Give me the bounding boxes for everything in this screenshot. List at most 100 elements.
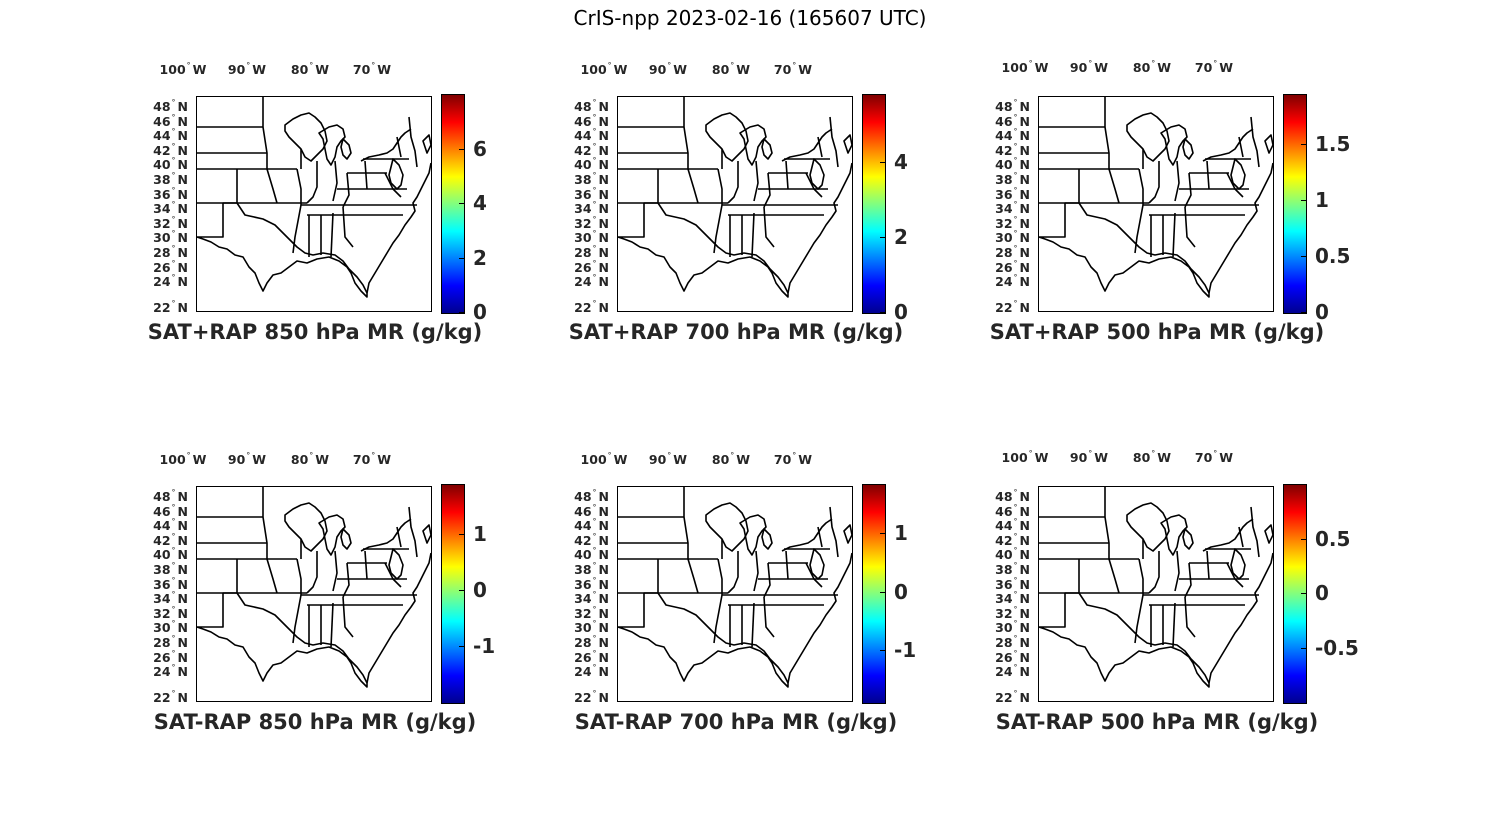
latitude-label: 30° N bbox=[153, 229, 188, 246]
colorbar-tick-label: -0.5 bbox=[1315, 635, 1359, 660]
figure-title: CrIS-npp 2023-02-16 (165607 UTC) bbox=[573, 6, 927, 30]
latitude-label: 40° N bbox=[574, 156, 609, 173]
boundary-line bbox=[1208, 552, 1273, 684]
boundary-line bbox=[739, 514, 767, 556]
boundary-line bbox=[292, 558, 302, 644]
longitude-label: 90° W bbox=[648, 61, 688, 77]
colorbar bbox=[441, 484, 465, 704]
boundary-line bbox=[1264, 134, 1273, 154]
colorbar bbox=[862, 94, 886, 314]
boundary-line bbox=[753, 160, 759, 202]
boundary-line bbox=[342, 596, 354, 638]
latitude-label: 34° N bbox=[995, 200, 1030, 217]
latitude-label: 26° N bbox=[574, 258, 609, 275]
latitude-label: 48° N bbox=[995, 488, 1030, 504]
latitude-label: 24° N bbox=[153, 273, 188, 290]
boundary-line bbox=[805, 562, 823, 588]
map-panel: 100° W 90° W 80° W 70° W 48° N 46° N 44° N 42° N 40° N 38°… bbox=[140, 60, 560, 360]
boundary-line bbox=[618, 202, 789, 298]
boundary-line bbox=[1238, 526, 1244, 548]
latitude-label: 24° N bbox=[995, 663, 1030, 680]
boundary-line bbox=[306, 161, 318, 204]
boundary-line bbox=[787, 552, 852, 684]
boundary-line bbox=[1126, 112, 1170, 162]
latitude-label: 36° N bbox=[574, 575, 609, 592]
latitude-label: 46° N bbox=[153, 502, 188, 519]
colorbar-tick-label: -1 bbox=[473, 634, 496, 659]
boundary-line bbox=[366, 162, 431, 294]
panel-title: SAT-RAP 500 hPa MR (g/kg) bbox=[995, 710, 1319, 734]
latitude-label: 22° N bbox=[574, 689, 609, 705]
boundary-line bbox=[1039, 592, 1210, 688]
boundary-line bbox=[1134, 558, 1144, 644]
map-panel: 100° W 90° W 80° W 70° W 48° N 46° N 44° N 42° N 40° N 38°… bbox=[982, 59, 1402, 360]
longitude-label: 100° W bbox=[159, 61, 207, 77]
latitude-label: 22° N bbox=[153, 689, 188, 705]
colorbar-tick-mark bbox=[459, 257, 464, 259]
latitude-label: 24° N bbox=[995, 273, 1030, 290]
colorbar-tick-mark bbox=[1301, 144, 1306, 146]
latitude-label: 42° N bbox=[995, 141, 1030, 158]
colorbar-tick-label: 1 bbox=[894, 521, 908, 546]
boundary-line bbox=[763, 206, 775, 248]
boundary-line bbox=[1226, 562, 1244, 588]
latitude-label: 36° N bbox=[995, 575, 1030, 592]
boundary-line bbox=[342, 172, 350, 208]
boundary-line bbox=[727, 161, 739, 204]
boundary-line bbox=[342, 562, 350, 598]
latitude-label: 28° N bbox=[995, 634, 1030, 650]
boundary-line bbox=[360, 518, 412, 552]
boundary-line bbox=[1208, 162, 1273, 294]
boundary-line bbox=[340, 528, 352, 550]
latitude-label: 36° N bbox=[153, 185, 188, 202]
boundary-line bbox=[360, 128, 412, 162]
boundary-line bbox=[1148, 161, 1160, 204]
latitude-label: 22° N bbox=[995, 299, 1030, 315]
boundary-line bbox=[829, 116, 839, 168]
longitude-label: 80° W bbox=[290, 451, 330, 467]
longitude-label: 70° W bbox=[773, 61, 813, 77]
latitude-label: 44° N bbox=[574, 517, 609, 534]
colorbar-tick-mark bbox=[1301, 593, 1306, 594]
boundary-line bbox=[829, 506, 839, 558]
latitude-label: 26° N bbox=[153, 648, 188, 665]
boundary-line bbox=[809, 548, 825, 580]
latitude-label: 36° N bbox=[574, 185, 609, 202]
latitude-label: 46° N bbox=[574, 112, 609, 129]
colorbar-tick-label: 2 bbox=[473, 245, 487, 270]
boundary-line bbox=[787, 162, 852, 294]
boundary-line bbox=[1226, 172, 1244, 198]
colorbar-tick-label: 4 bbox=[894, 149, 908, 174]
map-area bbox=[617, 96, 853, 312]
latitude-label: 32° N bbox=[574, 604, 609, 621]
boundary-line bbox=[785, 550, 789, 580]
colorbar-tick-label: 6 bbox=[473, 136, 487, 161]
map-area bbox=[1038, 96, 1274, 312]
latitude-label: 42° N bbox=[574, 141, 609, 158]
longitude-label: 80° W bbox=[1132, 449, 1172, 465]
panel-title: SAT-RAP 850 hPa MR (g/kg) bbox=[153, 710, 477, 734]
latitude-label: 36° N bbox=[153, 575, 188, 592]
boundary-line bbox=[384, 562, 402, 588]
boundary-line bbox=[763, 562, 771, 598]
colorbar-tick-mark bbox=[1301, 200, 1306, 202]
boundary-line bbox=[705, 502, 749, 552]
longitude-label: 90° W bbox=[1069, 59, 1109, 75]
boundary-line bbox=[422, 524, 431, 544]
map-area bbox=[617, 486, 853, 702]
boundary-line bbox=[1174, 550, 1180, 592]
map-panel: 100° W 90° W 80° W 70° W 48° N 46° N 44° N 42° N 40° N 38°… bbox=[561, 450, 981, 750]
boundary-line bbox=[388, 548, 404, 580]
colorbar-tick-mark bbox=[1301, 538, 1306, 540]
boundary-line bbox=[843, 524, 852, 544]
boundary-line bbox=[284, 502, 328, 552]
boundary-line bbox=[340, 138, 352, 160]
colorbar-tick-mark bbox=[880, 161, 885, 163]
colorbar-tick-label: 0 bbox=[1315, 581, 1329, 605]
latitude-label: 48° N bbox=[153, 488, 188, 504]
boundary-line bbox=[1104, 487, 1120, 594]
boundary-line bbox=[1206, 550, 1210, 580]
boundary-line bbox=[364, 160, 368, 190]
latitude-label: 26° N bbox=[995, 258, 1030, 275]
boundary-line bbox=[781, 128, 833, 162]
